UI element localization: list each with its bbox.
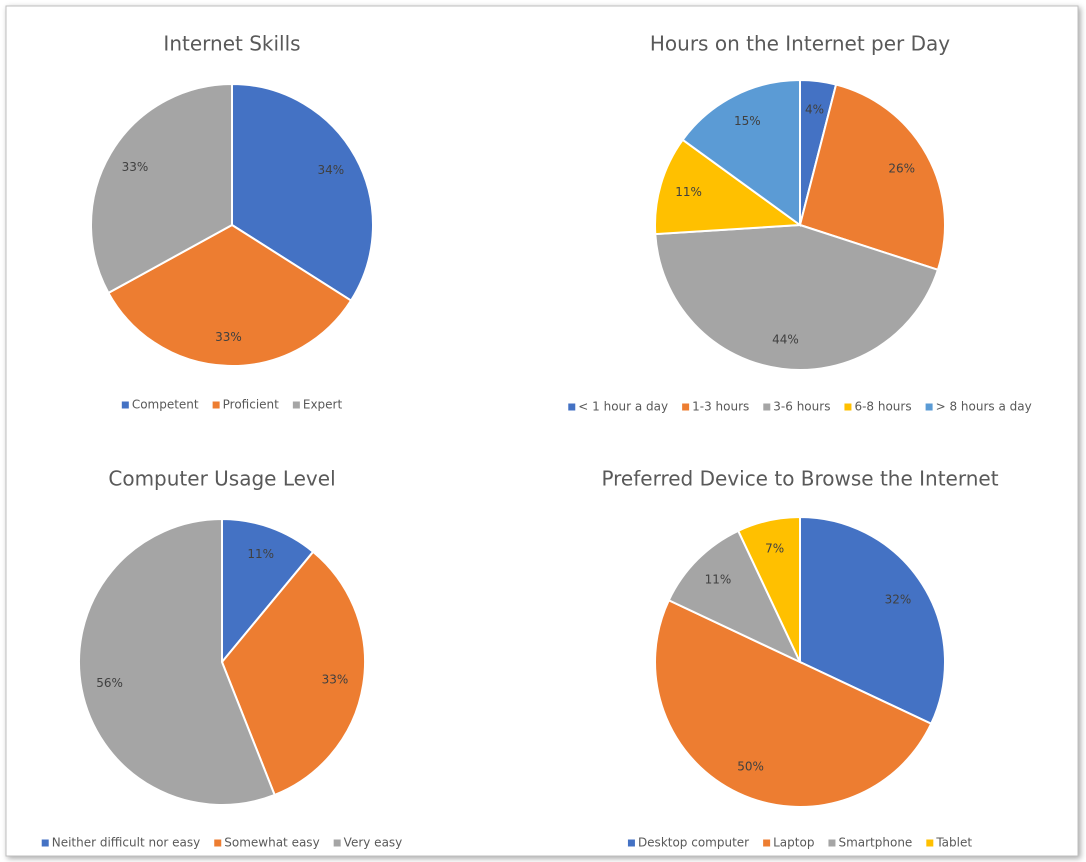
legend-swatch [214, 839, 222, 847]
legend-label: Proficient [223, 398, 280, 412]
legend-label: Smartphone [838, 836, 912, 850]
pie-slice [736, 515, 801, 663]
legend: < 1 hour a day 1-3 hours 3-6 hours 6-8 hour… [568, 400, 1032, 414]
pie-slice [221, 517, 315, 665]
legend-label: Expert [303, 398, 343, 412]
pie-slice [654, 138, 803, 236]
pie-chart: Computer Usage Level 11% 33% 56% Neither dif… [41, 467, 403, 850]
data-label: 7% [765, 541, 784, 555]
legend-swatch [627, 839, 635, 847]
chart-title: Computer Usage Level [108, 467, 335, 491]
legend: Neither difficult nor easy Somewhat easy V… [41, 836, 403, 850]
legend-swatch [763, 403, 771, 411]
legend-swatch [333, 839, 341, 847]
data-label: 33% [322, 672, 349, 686]
legend: Competent Proficient Expert [121, 398, 343, 412]
data-label: 33% [215, 330, 242, 344]
legend-swatch [926, 839, 934, 847]
legend-label: < 1 hour a day [578, 400, 668, 414]
data-label: 26% [888, 162, 915, 176]
data-label: 11% [675, 185, 702, 199]
data-label: 50% [737, 759, 764, 773]
chart-title: Preferred Device to Browse the Internet [601, 467, 998, 491]
legend-swatch [292, 401, 300, 409]
pie-slice [78, 517, 276, 806]
data-label: 33% [122, 160, 149, 174]
data-label: 34% [318, 163, 345, 177]
legend-label: Tablet [935, 836, 972, 850]
legend-swatch [844, 403, 852, 411]
data-label: 4% [805, 102, 824, 116]
data-label: 11% [247, 547, 274, 561]
chart-title: Internet Skills [163, 32, 300, 56]
legend-label: Laptop [773, 836, 814, 850]
pie-slice [90, 82, 233, 295]
legend-label: Somewhat easy [224, 836, 319, 850]
data-label: 56% [96, 676, 123, 690]
legend-swatch [763, 839, 771, 847]
legend-label: 1-3 hours [692, 400, 749, 414]
data-label: 11% [705, 572, 732, 586]
pie-slice [667, 529, 803, 665]
legend-swatch [925, 403, 933, 411]
pie-slice [220, 550, 366, 797]
chart-title: Hours on the Internet per Day [650, 32, 950, 56]
legend-label: 3-6 hours [773, 400, 830, 414]
data-label: 15% [734, 114, 761, 128]
legend-label: Desktop computer [638, 836, 749, 850]
legend: Desktop computer Laptop Smartphone Tablet [627, 836, 972, 850]
pie-slice [798, 83, 946, 272]
legend-swatch [121, 401, 129, 409]
legend-label: Very easy [344, 836, 403, 850]
pie-chart: Hours on the Internet per Day 4% 26% 44% 11%… [568, 32, 1032, 414]
pie-slice [654, 598, 933, 808]
legend-label: 6-8 hours [854, 400, 911, 414]
pie-chart: Preferred Device to Browse the Internet 3… [601, 467, 998, 850]
legend-label: Competent [132, 398, 199, 412]
data-label: 32% [885, 592, 912, 606]
legend-swatch [828, 839, 836, 847]
legend-swatch [568, 403, 576, 411]
legend-swatch [212, 401, 220, 409]
data-label: 44% [772, 333, 799, 347]
pie-slice [799, 515, 946, 726]
legend-swatch [682, 403, 690, 411]
legend-swatch [41, 839, 49, 847]
pie-chart: Internet Skills 34% 33% 33% Competent Profici… [90, 32, 374, 412]
legend-label: > 8 hours a day [936, 400, 1032, 414]
pie-slice [681, 78, 801, 227]
legend-label: Neither difficult nor easy [52, 836, 201, 850]
pie-slice [654, 223, 940, 371]
